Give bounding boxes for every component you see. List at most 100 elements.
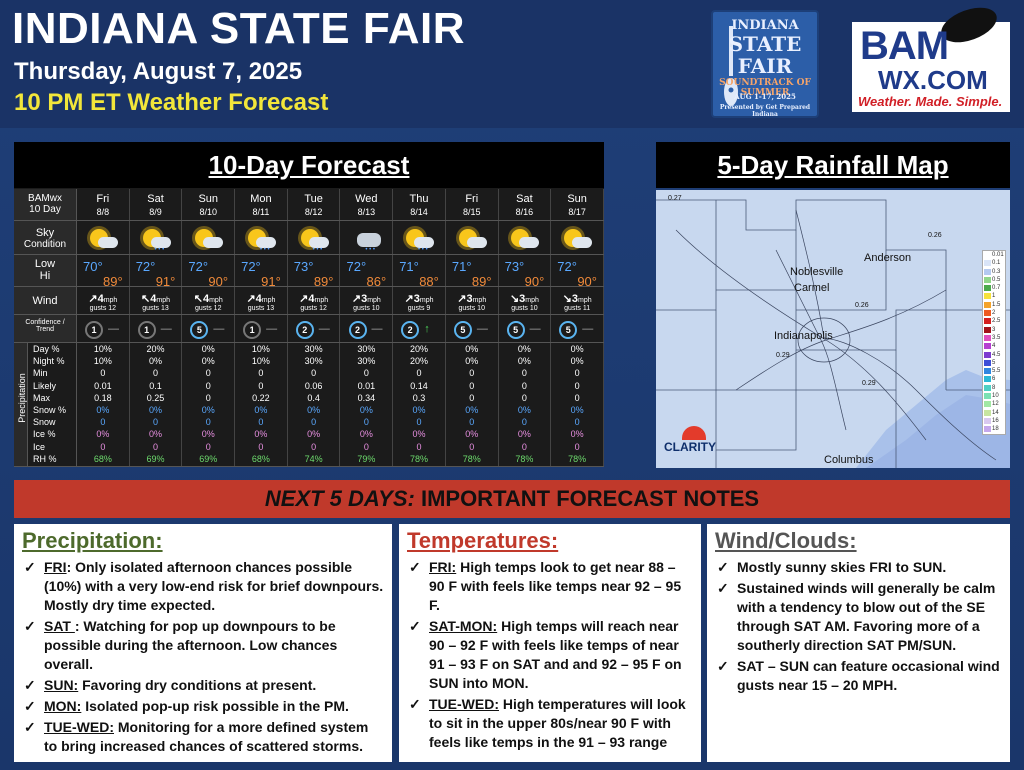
gusts-value: 9 bbox=[426, 305, 431, 312]
note-item: ✓ FRI: High temps look to get near 88 – 9… bbox=[407, 558, 693, 615]
precip-value: 0 bbox=[521, 392, 527, 403]
forecast-cell-wind: ↗3mph gusts 9 bbox=[393, 287, 446, 314]
legend-swatch bbox=[984, 301, 991, 308]
wind-speed-value: 3 bbox=[361, 293, 368, 305]
precip-value: 0.3 bbox=[412, 392, 426, 403]
forecast-cell-sky: • • • bbox=[288, 221, 341, 254]
wind-unit: mph bbox=[103, 297, 118, 304]
precip-value: 0.01 bbox=[94, 380, 112, 391]
precip-value: 0 bbox=[100, 441, 106, 452]
precip-value: 79% bbox=[357, 453, 376, 464]
forecast-notes-banner: NEXT 5 DAYS: IMPORTANT FORECAST NOTES bbox=[14, 480, 1010, 518]
wind-direction-icon: ↗ bbox=[404, 293, 414, 305]
gusts-label: gusts bbox=[407, 305, 425, 312]
precip-value: 0% bbox=[465, 404, 479, 415]
precip-value: 0% bbox=[254, 404, 268, 415]
precip-value: 0.18 bbox=[94, 392, 112, 403]
fair-logo-line: SOUNDTRACK OF SUMMER bbox=[719, 78, 811, 98]
wind-gusts: gusts 10 bbox=[341, 305, 393, 312]
forecast-cell-head: Wed 8/13 bbox=[341, 189, 394, 220]
day-date: 8/12 bbox=[304, 207, 323, 217]
wind-speed: ↗4mph bbox=[288, 292, 340, 305]
wind-speed-value: 4 bbox=[150, 293, 157, 305]
precip-column: 0% 0% 0 0 0 0% 0 0% 0 78% bbox=[551, 343, 604, 466]
legend-swatch bbox=[984, 401, 991, 408]
day-name: Sat bbox=[516, 193, 533, 205]
cloud-shape bbox=[255, 237, 276, 248]
checkmark-icon: ✓ bbox=[717, 580, 729, 596]
precip-row-label: Night % bbox=[33, 356, 65, 367]
low-label: Low bbox=[34, 258, 56, 270]
confidence-ring: 2 bbox=[295, 321, 314, 339]
forecast-cell-conf: 5— bbox=[182, 315, 236, 342]
precip-row-label: Min bbox=[33, 368, 48, 379]
gusts-label: gusts bbox=[89, 305, 107, 312]
forecast-cell-temp: 72° 90° bbox=[551, 255, 604, 289]
header: INDIANA STATE FAIR Thursday, August 7, 2… bbox=[0, 0, 1024, 128]
note-item: ✓ Sustained winds will generally be calm … bbox=[715, 579, 1002, 655]
precip-value: 0 bbox=[100, 417, 106, 428]
precip-value: 78% bbox=[568, 453, 587, 464]
precip-value: 0% bbox=[96, 429, 110, 440]
fair-logo-line: INDIANA bbox=[731, 18, 799, 33]
high-temp: 90° bbox=[524, 274, 545, 289]
forecast-cell-sky: • • • bbox=[393, 221, 446, 254]
forecast-date: Thursday, August 7, 2025 bbox=[14, 58, 303, 85]
legend-item: 0.3 bbox=[983, 268, 1005, 276]
note-item: ✓ TUE-WED: High temperatures will look to… bbox=[407, 695, 693, 752]
day-name: Tue bbox=[304, 193, 323, 205]
wind-speed: ↘3mph bbox=[551, 292, 603, 305]
temperature-notes-list: ✓ FRI: High temps look to get near 88 – 9… bbox=[407, 558, 693, 754]
legend-label: 16 bbox=[992, 417, 999, 424]
sun-cloud-icon bbox=[562, 227, 593, 251]
notes-banner-text: IMPORTANT FORECAST NOTES bbox=[414, 486, 760, 511]
legend-swatch bbox=[984, 343, 991, 350]
precip-value: 0 bbox=[574, 441, 580, 452]
precip-column: 10% 10% 0 0 0.22 0% 0 0% 0 68% bbox=[235, 343, 288, 466]
gusts-value: 10 bbox=[371, 305, 380, 312]
note-item-text: High temps look to get near 88 – 90 F wi… bbox=[429, 559, 682, 613]
forecast-subtitle: 10 PM ET Weather Forecast bbox=[14, 89, 329, 116]
precipitation-notes: Precipitation: ✓ FRI: Only isolated after… bbox=[14, 524, 392, 762]
low-temp: 71° bbox=[451, 259, 472, 274]
high-temp: 89° bbox=[313, 274, 334, 289]
wind-unit: mph bbox=[472, 297, 487, 304]
wind-speed: ↘3mph bbox=[499, 292, 551, 305]
legend-swatch bbox=[984, 318, 991, 325]
precip-value: 0.25 bbox=[146, 392, 165, 403]
wind-direction-icon: ↖ bbox=[141, 293, 151, 305]
note-item-text: Favoring dry conditions at present. bbox=[78, 677, 317, 693]
city-label-columbus: Columbus bbox=[824, 454, 874, 466]
day-name: Thu bbox=[409, 193, 429, 205]
precip-value: 30% bbox=[357, 344, 376, 354]
precip-value: 0 bbox=[469, 417, 475, 428]
legend-item: 10 bbox=[983, 392, 1005, 400]
cloud-shape bbox=[466, 237, 487, 248]
day-name: Mon bbox=[250, 193, 272, 205]
fair-logo-line: Presented by Get Prepared Indiana bbox=[719, 104, 811, 118]
precip-value: 0% bbox=[201, 356, 215, 367]
clarity-logo: CLARITY bbox=[662, 426, 726, 462]
precip-value: 0 bbox=[416, 417, 422, 428]
legend-label: 3.5 bbox=[992, 334, 1001, 341]
precip-value: 20% bbox=[410, 344, 429, 354]
forecast-cell-conf: 2— bbox=[341, 315, 394, 342]
precip-value: 0 bbox=[100, 368, 106, 379]
note-item: ✓ MON: Isolated pop-up risk possible in t… bbox=[22, 697, 384, 716]
guitar-icon bbox=[724, 26, 738, 106]
legend-label: 2 bbox=[992, 310, 996, 317]
notes-banner-highlight: NEXT 5 DAYS: bbox=[264, 486, 415, 511]
day-date: 8/8 bbox=[96, 207, 110, 217]
ten-day-forecast-panel: 10-Day Forecast BAMwx 10 Day Fri 8/8 Sat 8/9 S… bbox=[14, 142, 604, 467]
wind-direction-icon: ↖ bbox=[193, 293, 203, 305]
checkmark-icon: ✓ bbox=[409, 559, 421, 575]
low-temp: 72° bbox=[188, 259, 209, 274]
precip-value: 0 bbox=[311, 368, 317, 379]
sun-cloud-icon bbox=[509, 227, 540, 251]
precip-value: 0% bbox=[149, 404, 163, 415]
legend-swatch bbox=[984, 285, 991, 292]
gusts-label: gusts bbox=[353, 305, 370, 312]
confidence-trend: 2— bbox=[341, 315, 393, 342]
wind-direction-icon: ↘ bbox=[509, 293, 520, 305]
corner-label: BAMwx bbox=[28, 193, 62, 204]
